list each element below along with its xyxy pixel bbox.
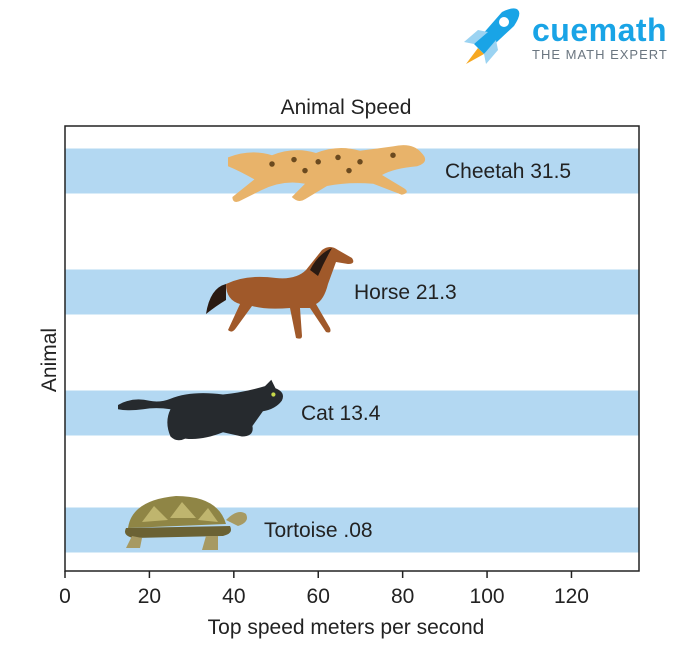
data-label-cheetah: Cheetah 31.5 bbox=[445, 160, 571, 183]
brand-name: cuemath bbox=[532, 12, 668, 48]
x-tick-label-100: 100 bbox=[470, 585, 505, 608]
x-tick-label-20: 20 bbox=[138, 585, 161, 608]
x-tick-label-60: 60 bbox=[307, 585, 330, 608]
x-tick-label-80: 80 bbox=[391, 585, 414, 608]
plot-area: Cheetah 31.5 Horse 21.3 Cat 13.4 Tortoise .… bbox=[65, 145, 639, 553]
brand-tagline: THE MATH EXPERT bbox=[532, 47, 668, 62]
brand-logo: cuemath THE MATH EXPERT bbox=[456, 4, 671, 70]
chart-title: Animal Speed bbox=[281, 96, 412, 119]
x-axis: 0 20 40 60 80 100 120 bbox=[59, 571, 589, 608]
data-label-horse: Horse 21.3 bbox=[354, 281, 457, 304]
data-label-cat: Cat 13.4 bbox=[301, 402, 381, 425]
y-axis-label: Animal bbox=[38, 328, 61, 392]
band-cat bbox=[65, 390, 639, 436]
x-tick-label-120: 120 bbox=[554, 585, 589, 608]
band-horse bbox=[65, 269, 639, 315]
x-tick-label-40: 40 bbox=[222, 585, 245, 608]
data-label-tortoise: Tortoise .08 bbox=[264, 519, 373, 542]
rocket-icon bbox=[464, 8, 520, 64]
x-tick-label-0: 0 bbox=[59, 585, 71, 608]
x-axis-label: Top speed meters per second bbox=[208, 616, 485, 639]
plot-frame bbox=[64, 125, 640, 572]
